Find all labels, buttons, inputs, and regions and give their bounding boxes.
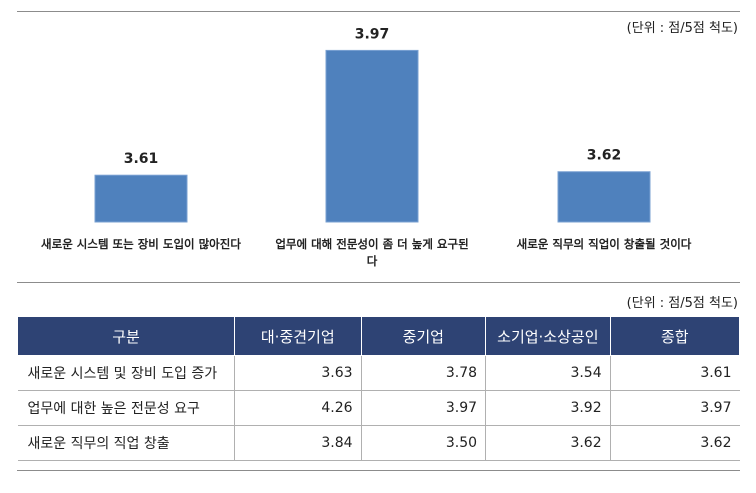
row-label: 새로운 시스템 및 장비 도입 증가 <box>17 355 235 391</box>
value-cell: 4.26 <box>234 390 362 426</box>
header-cell: 소기업·소상공인 <box>485 316 611 356</box>
data-table: 구분 대·중견기업 중기업 소기업·소상공인 종합 새로운 시스템 및 장비 도입 증가 3… <box>16 316 741 461</box>
header-cell: 대·중견기업 <box>234 316 362 356</box>
header-row: 구분 대·중견기업 중기업 소기업·소상공인 종합 <box>16 316 741 356</box>
row-label: 새로운 직무의 직업 창출 <box>17 425 235 461</box>
data-label: 3.62 <box>587 148 622 164</box>
bottom-rule <box>17 470 740 471</box>
bar <box>325 49 419 223</box>
table-unit-note: (단위 : 점/5점 척도) <box>626 296 738 311</box>
value-cell: 3.50 <box>360 425 486 461</box>
top-rule <box>17 11 740 12</box>
value-cell: 3.54 <box>485 355 611 391</box>
value-cell: 3.97 <box>609 390 740 426</box>
category-label: 새로운 시스템 또는 장비 도입이 많아진다 <box>41 237 241 251</box>
header-cell: 구분 <box>16 316 236 356</box>
table-row: 업무에 대한 높은 전문성 요구 4.26 3.97 3.92 3.97 <box>17 390 740 426</box>
header-cell: 종합 <box>609 316 741 356</box>
value-cell: 3.92 <box>485 390 611 426</box>
data-label: 3.61 <box>124 151 159 167</box>
value-cell: 3.62 <box>609 425 740 461</box>
value-cell: 3.61 <box>609 355 740 391</box>
row-label: 업무에 대한 높은 전문성 요구 <box>17 390 235 426</box>
category-label: 새로운 직무의 직업이 창출될 것이다 <box>516 237 692 251</box>
bar <box>557 171 651 223</box>
chart-bottom-rule <box>17 282 740 283</box>
data-label: 3.97 <box>355 26 390 42</box>
value-cell: 3.84 <box>234 425 362 461</box>
header-cell: 중기업 <box>360 316 487 356</box>
category-label: 업무에 대해 전문성이 좀 더 높게 요구된다 <box>275 237 469 268</box>
bar <box>94 174 188 223</box>
value-cell: 3.78 <box>360 355 486 391</box>
chart-unit-note: (단위 : 점/5점 척도) <box>626 21 738 36</box>
value-cell: 3.97 <box>360 390 486 426</box>
table-row: 새로운 직무의 직업 창출 3.84 3.50 3.62 3.62 <box>17 425 740 461</box>
table-row: 새로운 시스템 및 장비 도입 증가 3.63 3.78 3.54 3.61 <box>17 355 740 391</box>
chart: 3.61 3.97 3.62 <box>94 26 651 223</box>
value-cell: 3.63 <box>234 355 362 391</box>
value-cell: 3.62 <box>485 425 611 461</box>
